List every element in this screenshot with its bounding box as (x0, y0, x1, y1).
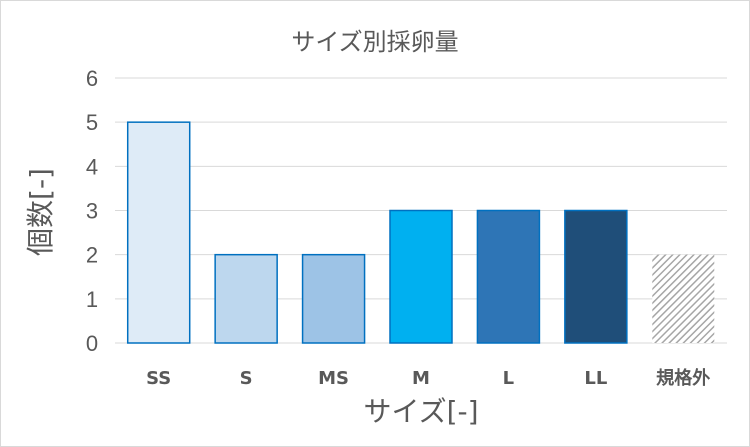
bar-4 (476, 209, 541, 344)
x-tick-label: MS (318, 368, 349, 389)
bars (126, 121, 715, 344)
y-tick-label: 6 (86, 66, 98, 91)
x-tick-label: L (503, 368, 514, 389)
x-tick-label: M (412, 368, 430, 389)
y-tick-label: 4 (86, 154, 98, 179)
y-tick-label: 0 (86, 331, 98, 356)
y-axis-label: 個数[-] (24, 168, 57, 256)
bar-6 (652, 254, 715, 343)
x-tick-label: 規格外 (656, 367, 710, 389)
x-axis-label: サイズ[-] (363, 395, 478, 428)
bar-5 (564, 209, 628, 344)
bar-2 (301, 253, 366, 344)
y-tick-label: 5 (86, 110, 98, 135)
y-tick-label: 2 (86, 243, 98, 268)
bar-3 (389, 209, 453, 344)
bar-0 (126, 121, 191, 344)
y-axis-ticks: 0 1 2 3 4 5 6 (86, 66, 98, 356)
bar-1 (214, 253, 278, 344)
x-tick-label: LL (584, 368, 607, 389)
x-tick-label: SS (146, 368, 171, 389)
x-axis-ticks: SS S MS M L LL 規格外 (146, 367, 710, 389)
y-tick-label: 1 (86, 287, 98, 312)
x-tick-label: S (240, 368, 253, 389)
y-tick-label: 3 (86, 199, 98, 224)
chart-title: サイズ別採卵量 (291, 28, 458, 56)
